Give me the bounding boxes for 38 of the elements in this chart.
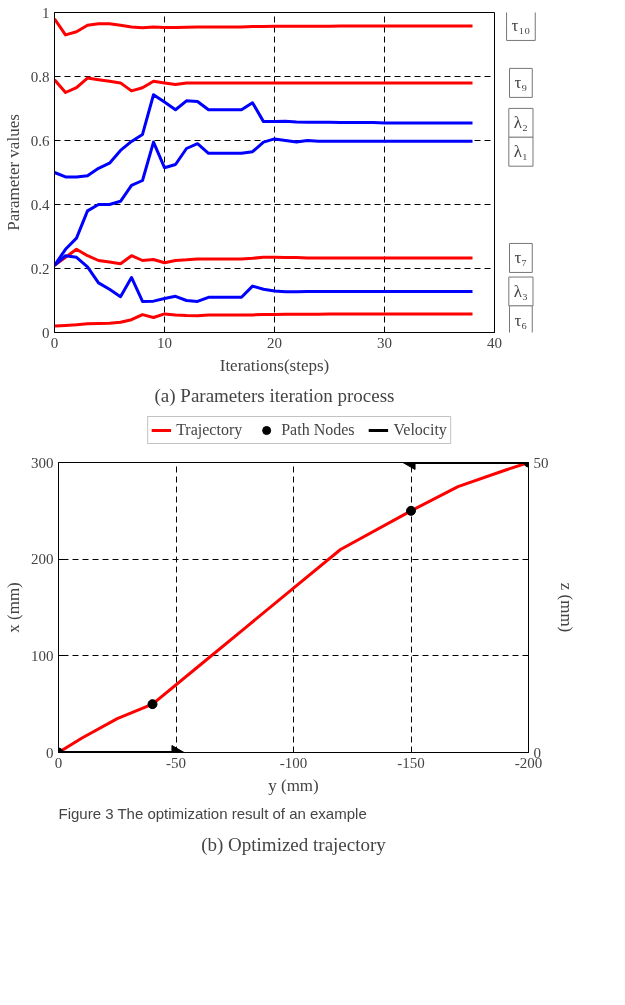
text: τ₁₀ xyxy=(511,16,531,36)
legend-label: Velocity xyxy=(393,421,447,439)
x-tick-label: 30 xyxy=(377,334,392,351)
y-tick-label: 0.8 xyxy=(30,68,50,85)
x-tick-label: 40 xyxy=(487,334,502,351)
x-tick-label: -100 xyxy=(279,754,308,771)
line-series xyxy=(54,312,474,328)
line-series xyxy=(54,76,474,94)
text: τ₇ xyxy=(514,248,528,268)
x-tick-label: 10 xyxy=(157,334,172,351)
y-tick-label: 100 xyxy=(31,647,54,664)
x-axis-title: Iterations(steps) xyxy=(219,355,330,375)
line-series xyxy=(54,93,474,179)
x-axis-title: y (mm) xyxy=(268,775,319,795)
text: λ₃ xyxy=(513,282,529,302)
text: λ₁ xyxy=(513,142,528,162)
y-tick-label: 0.6 xyxy=(30,132,50,149)
x-tick-label: -150 xyxy=(397,754,425,771)
y-tick-label: 1 xyxy=(42,4,50,21)
y-tick-label: 300 xyxy=(31,454,54,471)
text: (b) Optimized trajectory xyxy=(201,833,387,856)
y2-axis-title: z (mm) xyxy=(556,582,576,633)
text: λ₂ xyxy=(513,113,528,133)
caption: Figure 3 The optimization result of an example xyxy=(58,804,367,822)
y-tick-label: 200 xyxy=(31,551,54,568)
y-axis-title: Parameter values xyxy=(3,114,23,231)
line-series xyxy=(54,17,474,37)
x-tick-label: 20 xyxy=(267,334,282,351)
legend-label: Trajectory xyxy=(176,421,243,439)
y2-tick-label: 50 xyxy=(533,454,549,471)
x-tick-label: -50 xyxy=(166,754,186,771)
y-axis-title: x (mm) xyxy=(4,582,23,633)
y-tick-label: 0.4 xyxy=(30,196,50,213)
text: τ₉ xyxy=(514,73,528,93)
y-tick-label: 0.2 xyxy=(30,260,50,277)
text: (a) Parameters iteration process xyxy=(154,384,395,407)
legend-label: Path Nodes xyxy=(281,421,355,439)
text: τ₆ xyxy=(514,310,528,330)
